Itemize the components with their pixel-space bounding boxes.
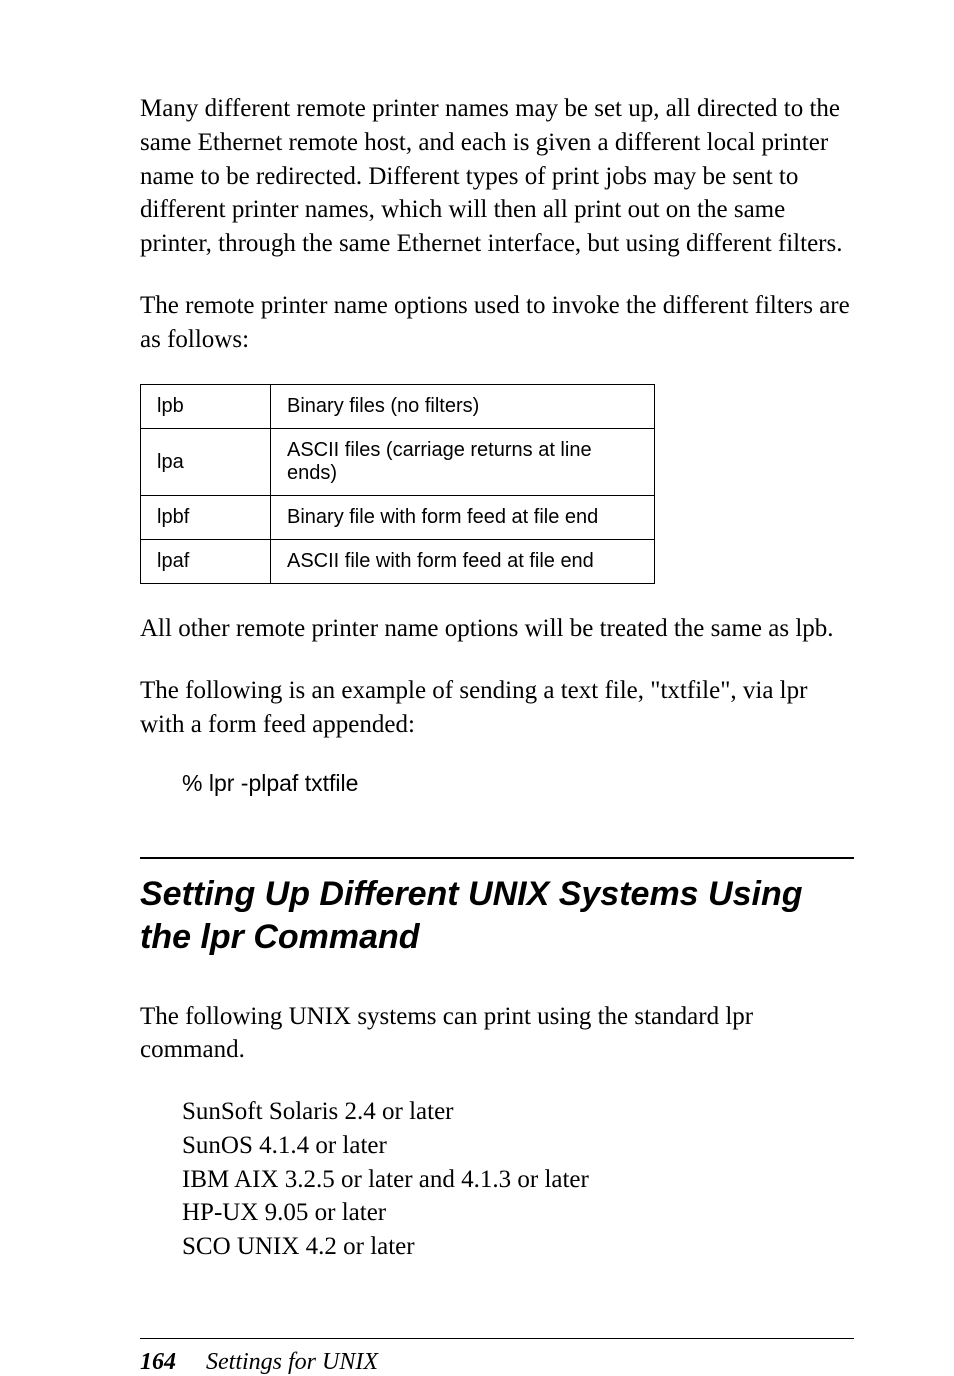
list-item: SCO UNIX 4.2 or later [182,1230,854,1264]
filter-desc-cell: Binary file with form feed at file end [271,496,655,540]
footer-divider [140,1338,854,1339]
paragraph-example-lead: The following is an example of sending a… [140,674,854,742]
table-row: lpa ASCII files (carriage returns at lin… [141,429,655,496]
filter-name-cell: lpb [141,385,271,429]
paragraph-systems-lead: The following UNIX systems can print usi… [140,1000,854,1068]
filter-name-cell: lpbf [141,496,271,540]
filter-table-body: lpb Binary files (no filters) lpa ASCII … [141,385,655,584]
section-divider [140,857,854,859]
page-number: 164 [140,1349,176,1375]
filter-name-cell: lpa [141,429,271,496]
filter-name-cell: lpaf [141,540,271,584]
list-item: SunSoft Solaris 2.4 or later [182,1095,854,1129]
table-row: lpbf Binary file with form feed at file … [141,496,655,540]
paragraph-other-options: All other remote printer name options wi… [140,612,854,646]
filter-table: lpb Binary files (no filters) lpa ASCII … [140,384,655,584]
command-example: % lpr -plpaf txtfile [182,770,854,797]
section-heading: Setting Up Different UNIX Systems Using … [140,873,854,960]
paragraph-intro: Many different remote printer names may … [140,92,854,261]
list-item: IBM AIX 3.2.5 or later and 4.1.3 or late… [182,1163,854,1197]
table-row: lpb Binary files (no filters) [141,385,655,429]
paragraph-filters-lead: The remote printer name options used to … [140,289,854,357]
filter-desc-cell: ASCII files (carriage returns at line en… [271,429,655,496]
list-item: SunOS 4.1.4 or later [182,1129,854,1163]
systems-list: SunSoft Solaris 2.4 or later SunOS 4.1.4… [182,1095,854,1264]
page-container: Many different remote printer names may … [0,0,954,1376]
filter-desc-cell: Binary files (no filters) [271,385,655,429]
chapter-title: Settings for UNIX [206,1349,378,1375]
list-item: HP-UX 9.05 or later [182,1196,854,1230]
page-footer: 164 Settings for UNIX [140,1349,854,1376]
table-row: lpaf ASCII file with form feed at file e… [141,540,655,584]
filter-desc-cell: ASCII file with form feed at file end [271,540,655,584]
